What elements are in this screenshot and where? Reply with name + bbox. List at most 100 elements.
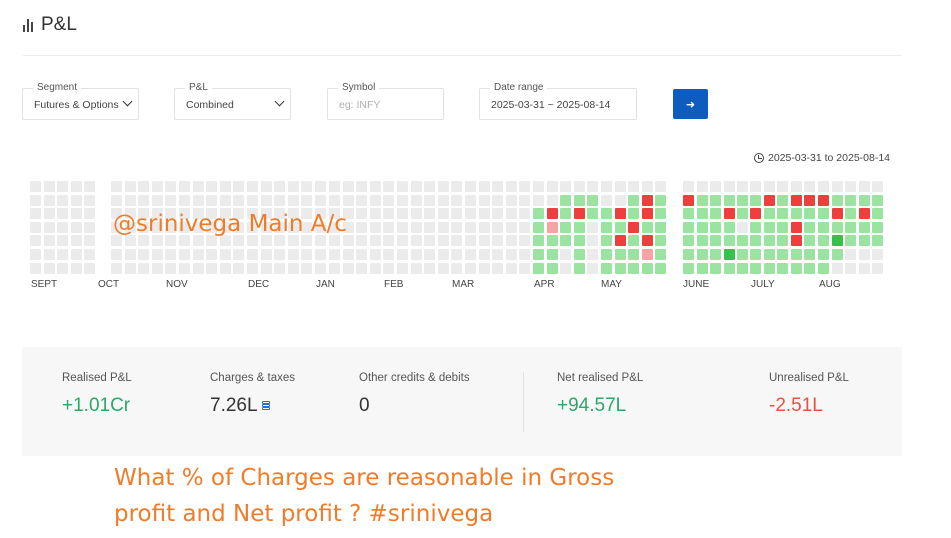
heatmap-day-cell[interactable] <box>356 235 368 247</box>
heatmap-day-cell[interactable] <box>831 249 843 260</box>
heatmap-day-cell[interactable] <box>858 221 870 233</box>
heatmap-day-cell[interactable] <box>329 181 340 192</box>
heatmap-day-cell[interactable] <box>750 208 761 220</box>
heatmap-day-cell[interactable] <box>505 235 517 247</box>
heatmap-day-cell[interactable] <box>737 194 749 206</box>
heatmap-day-cell[interactable] <box>628 221 640 233</box>
heatmap-day-cell[interactable] <box>763 208 775 220</box>
heatmap-day-cell[interactable] <box>233 262 245 274</box>
heatmap-day-cell[interactable] <box>451 249 463 260</box>
heatmap-day-cell[interactable] <box>683 235 694 247</box>
heatmap-day-cell[interactable] <box>43 181 55 192</box>
heatmap-day-cell[interactable] <box>424 262 436 274</box>
heatmap-day-cell[interactable] <box>683 221 694 233</box>
heatmap-day-cell[interactable] <box>723 221 735 233</box>
heatmap-day-cell[interactable] <box>710 181 722 192</box>
heatmap-day-cell[interactable] <box>30 181 41 192</box>
heatmap-day-cell[interactable] <box>342 235 354 247</box>
heatmap-day-cell[interactable] <box>750 262 761 274</box>
heatmap-day-cell[interactable] <box>424 221 436 233</box>
heatmap-day-cell[interactable] <box>410 221 422 233</box>
heatmap-day-cell[interactable] <box>424 194 436 206</box>
heatmap-day-cell[interactable] <box>641 194 653 206</box>
heatmap-day-cell[interactable] <box>492 208 504 220</box>
heatmap-day-cell[interactable] <box>560 262 572 274</box>
heatmap-day-cell[interactable] <box>84 235 96 247</box>
heatmap-day-cell[interactable] <box>750 221 761 233</box>
heatmap-day-cell[interactable] <box>206 235 218 247</box>
heatmap-day-cell[interactable] <box>315 262 326 274</box>
heatmap-day-cell[interactable] <box>519 194 531 206</box>
heatmap-day-cell[interactable] <box>519 235 531 247</box>
heatmap-day-cell[interactable] <box>628 249 640 260</box>
heatmap-day-cell[interactable] <box>845 221 857 233</box>
heatmap-day-cell[interactable] <box>301 235 313 247</box>
heatmap-day-cell[interactable] <box>696 208 708 220</box>
heatmap-day-cell[interactable] <box>818 194 829 206</box>
heatmap-day-cell[interactable] <box>111 262 122 274</box>
heatmap-day-cell[interactable] <box>478 221 490 233</box>
heatmap-day-cell[interactable] <box>505 262 517 274</box>
heatmap-day-cell[interactable] <box>124 249 136 260</box>
heatmap-day-cell[interactable] <box>437 235 449 247</box>
heatmap-day-cell[interactable] <box>872 208 884 220</box>
heatmap-day-cell[interactable] <box>124 194 136 206</box>
heatmap-day-cell[interactable] <box>206 249 218 260</box>
heatmap-day-cell[interactable] <box>641 262 653 274</box>
heatmap-day-cell[interactable] <box>465 262 476 274</box>
pnl-select[interactable]: P&L Combined <box>174 82 291 120</box>
heatmap-day-cell[interactable] <box>179 235 190 247</box>
heatmap-day-cell[interactable] <box>315 194 326 206</box>
heatmap-day-cell[interactable] <box>750 181 761 192</box>
heatmap-day-cell[interactable] <box>601 249 612 260</box>
heatmap-day-cell[interactable] <box>683 249 694 260</box>
heatmap-day-cell[interactable] <box>329 262 340 274</box>
submit-button[interactable]: ➜ <box>673 89 708 119</box>
heatmap-day-cell[interactable] <box>505 221 517 233</box>
heatmap-day-cell[interactable] <box>165 181 177 192</box>
heatmap-day-cell[interactable] <box>30 235 41 247</box>
heatmap-day-cell[interactable] <box>723 249 735 260</box>
heatmap-day-cell[interactable] <box>165 235 177 247</box>
heatmap-day-cell[interactable] <box>763 181 775 192</box>
heatmap-day-cell[interactable] <box>424 249 436 260</box>
heatmap-day-cell[interactable] <box>818 208 829 220</box>
heatmap-day-cell[interactable] <box>111 235 122 247</box>
heatmap-day-cell[interactable] <box>84 181 96 192</box>
heatmap-day-cell[interactable] <box>710 194 722 206</box>
heatmap-day-cell[interactable] <box>437 194 449 206</box>
heatmap-day-cell[interactable] <box>30 221 41 233</box>
heatmap-day-cell[interactable] <box>138 235 150 247</box>
date-range-input[interactable]: Date range 2025-03-31 ~ 2025-08-14 <box>479 82 637 120</box>
heatmap-day-cell[interactable] <box>369 194 381 206</box>
heatmap-day-cell[interactable] <box>737 221 749 233</box>
heatmap-day-cell[interactable] <box>777 235 789 247</box>
heatmap-day-cell[interactable] <box>30 262 41 274</box>
heatmap-day-cell[interactable] <box>383 249 395 260</box>
heatmap-day-cell[interactable] <box>397 235 408 247</box>
heatmap-day-cell[interactable] <box>614 262 626 274</box>
heatmap-day-cell[interactable] <box>587 262 599 274</box>
heatmap-day-cell[interactable] <box>138 181 150 192</box>
layers-icon[interactable] <box>261 401 271 411</box>
heatmap-day-cell[interactable] <box>70 249 82 260</box>
heatmap-day-cell[interactable] <box>587 194 599 206</box>
heatmap-day-cell[interactable] <box>641 249 653 260</box>
heatmap-day-cell[interactable] <box>437 208 449 220</box>
heatmap-day-cell[interactable] <box>57 208 69 220</box>
heatmap-day-cell[interactable] <box>628 181 640 192</box>
heatmap-day-cell[interactable] <box>192 194 204 206</box>
heatmap-day-cell[interactable] <box>43 235 55 247</box>
heatmap-day-cell[interactable] <box>410 208 422 220</box>
heatmap-day-cell[interactable] <box>192 249 204 260</box>
heatmap-day-cell[interactable] <box>30 249 41 260</box>
heatmap-day-cell[interactable] <box>410 194 422 206</box>
heatmap-day-cell[interactable] <box>858 262 870 274</box>
heatmap-day-cell[interactable] <box>315 181 326 192</box>
heatmap-day-cell[interactable] <box>329 194 340 206</box>
heatmap-day-cell[interactable] <box>356 194 368 206</box>
heatmap-day-cell[interactable] <box>587 181 599 192</box>
heatmap-day-cell[interactable] <box>43 221 55 233</box>
heatmap-day-cell[interactable] <box>478 208 490 220</box>
heatmap-day-cell[interactable] <box>492 221 504 233</box>
